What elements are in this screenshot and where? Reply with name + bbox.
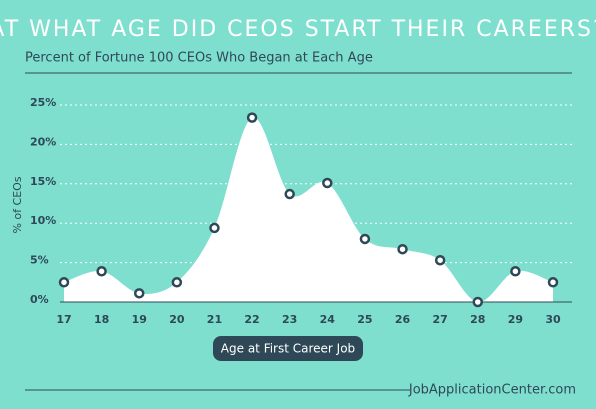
x-tick-label: 24 [320,313,336,326]
chart-subtitle: Percent of Fortune 100 CEOs Who Began at… [25,51,373,66]
x-tick-label: 27 [432,313,447,326]
x-axis-label: Age at First Career Job [221,342,355,356]
y-tick-label: 20% [30,135,56,148]
point [133,288,145,299]
point [284,188,295,200]
area [64,117,553,303]
point [171,277,183,288]
x-tick-label: 22 [244,313,259,326]
y-tick-label: 5% [30,254,49,267]
point [58,277,70,288]
x-tick-label: 20 [169,313,185,326]
x-tick-label: 17 [56,313,71,326]
x-tick-label: 26 [395,313,411,326]
x-tick-label: 29 [508,313,523,326]
x-tick-label: 30 [545,313,561,326]
point [96,266,107,277]
point [510,266,521,277]
point [209,222,220,234]
point [434,254,446,266]
x-tick-label: 19 [132,313,147,326]
x-tick-label: 23 [282,313,297,326]
y-tick-label: 10% [30,214,56,227]
point [472,296,484,308]
x-tick-label: 28 [470,313,485,326]
point [359,233,371,245]
point [322,177,333,189]
y-tick-label: 0% [30,293,49,306]
x-tick-label: 21 [207,313,222,326]
x-label-pill [213,336,363,361]
x-tick-label: 25 [357,313,372,326]
chart-title: AT WHAT AGE DID CEOS START THEIR CAREERS… [0,17,596,42]
source: JobApplicationCenter.com [408,383,576,398]
y-tick-label: 15% [30,175,56,188]
point [397,243,408,255]
x-tick-label: 18 [94,313,109,326]
point [246,112,258,123]
y-tick-label: 25% [30,96,56,109]
point [547,277,559,288]
y-axis-label: % of CEOs [11,176,24,233]
